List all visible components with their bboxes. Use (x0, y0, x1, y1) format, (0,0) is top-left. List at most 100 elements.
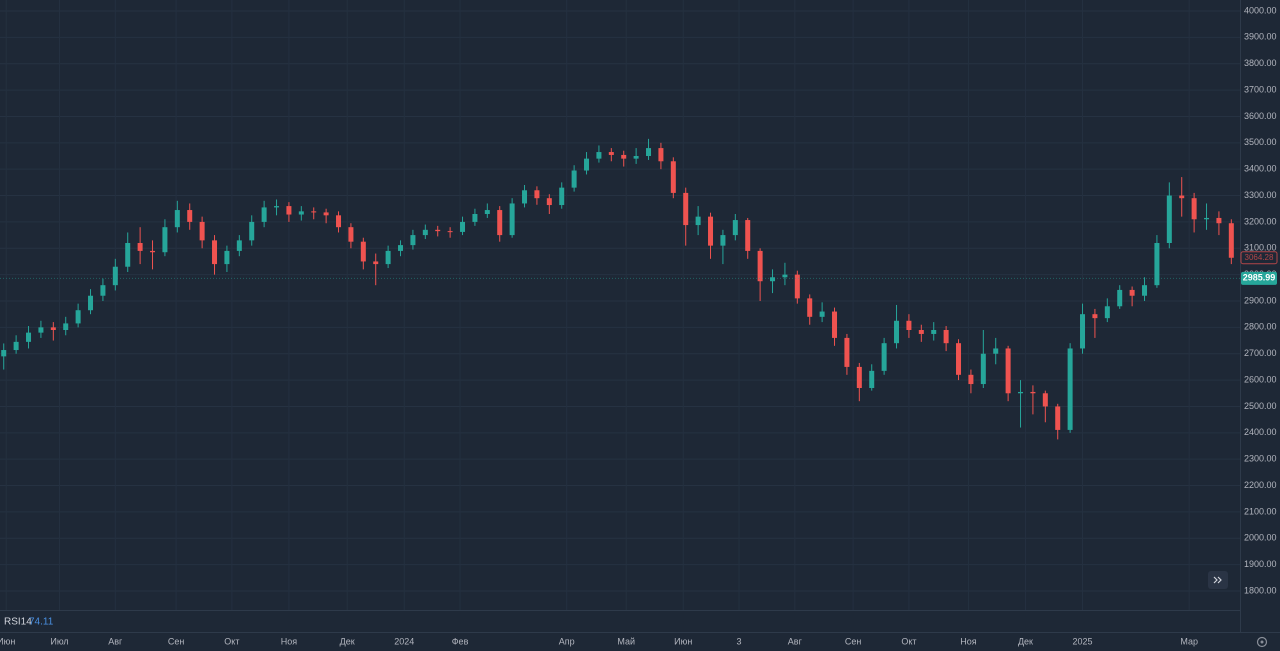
candle-body (906, 320, 912, 330)
candle-body (1055, 406, 1061, 430)
candle-body (782, 274, 788, 278)
x-tick-label: Мар (1180, 636, 1198, 646)
candle-body (894, 320, 900, 344)
x-tick-label: Сен (845, 636, 862, 646)
candle-body (100, 285, 106, 296)
candle-body (422, 229, 428, 236)
candle-body (1166, 195, 1172, 243)
candle-body (1191, 198, 1197, 220)
candle-body (162, 227, 168, 253)
candle-body (732, 220, 738, 236)
x-tick-label: Ноя (960, 636, 977, 646)
candle-body (1129, 289, 1135, 296)
settings-button[interactable] (1256, 636, 1268, 648)
candle-body (683, 192, 689, 226)
candle-body (1117, 289, 1123, 307)
candle-body (844, 337, 850, 367)
candle-body (236, 240, 242, 251)
candle-body (286, 206, 292, 215)
price-label: 2985.99 (1243, 273, 1276, 283)
candle-body (794, 274, 800, 299)
candle-body (348, 227, 354, 242)
candle-body (658, 148, 664, 162)
candle-body (274, 206, 280, 208)
scroll-button[interactable] (1208, 571, 1228, 589)
candle-body (336, 215, 342, 228)
last-close-label: 3064.28 (1245, 253, 1274, 262)
candle-body (869, 370, 875, 388)
candle-body (621, 154, 627, 159)
y-tick-label: 1800.00 (1244, 585, 1277, 595)
candle-body (249, 221, 255, 241)
y-tick-label: 4000.00 (1244, 5, 1277, 15)
x-tick-label: Дек (340, 636, 355, 646)
candle-body (311, 211, 317, 213)
y-tick-label: 2600.00 (1244, 374, 1277, 384)
y-tick-label: 3500.00 (1244, 137, 1277, 147)
candle-body (410, 235, 416, 246)
y-tick-label: 2100.00 (1244, 506, 1277, 516)
y-tick-label: 2800.00 (1244, 322, 1277, 332)
candle-body (757, 250, 763, 282)
candle-body (522, 190, 528, 204)
candle-body (38, 327, 44, 333)
candle-body (13, 341, 19, 351)
candle-body (373, 261, 379, 265)
candle-body (212, 240, 218, 265)
candle-body (150, 250, 156, 253)
candle-body (943, 330, 949, 344)
candle-body (125, 243, 131, 267)
candle-body (112, 266, 118, 286)
candle-body (88, 295, 94, 311)
x-tick-label: Сен (168, 636, 185, 646)
x-tick-label: 2024 (394, 636, 414, 646)
candle-body (856, 366, 862, 388)
y-tick-label: 2400.00 (1244, 427, 1277, 437)
x-tick-label: 2025 (1073, 636, 1093, 646)
y-tick-label: 3400.00 (1244, 164, 1277, 174)
y-tick-label: 2000.00 (1244, 533, 1277, 543)
x-tick-label: Дек (1018, 636, 1033, 646)
y-tick-label: 2900.00 (1244, 295, 1277, 305)
candle-body (770, 277, 776, 282)
price-label-box (1241, 271, 1277, 285)
candle-body (1179, 195, 1185, 199)
candle-body (63, 323, 69, 330)
candle-body (1, 350, 7, 357)
x-tick-label: Июн (0, 636, 15, 646)
candle-body (708, 216, 714, 246)
grid (0, 10, 1240, 592)
candle-body (1154, 243, 1160, 286)
candle-body (1080, 314, 1086, 349)
x-tick-label: Апр (559, 636, 575, 646)
candle-body (472, 214, 478, 222)
candle-body (75, 310, 81, 324)
candle-body (968, 374, 974, 385)
candle-body (571, 170, 577, 188)
candle-body (559, 187, 565, 206)
y-tick-label: 2200.00 (1244, 480, 1277, 490)
candle-body (224, 250, 230, 265)
x-tick-label: 3 (737, 636, 742, 646)
candle-body (261, 207, 267, 222)
candle-body (199, 221, 205, 241)
x-tick-label: Окт (901, 636, 916, 646)
candle-body (484, 210, 490, 214)
candle-body (187, 210, 193, 222)
candle-body (137, 243, 143, 251)
candle-body (360, 241, 366, 262)
x-tick-label: Ноя (281, 636, 298, 646)
candle-body (819, 311, 825, 317)
y-tick-label: 3200.00 (1244, 216, 1277, 226)
candle-body (695, 216, 701, 226)
x-tick-label: Май (617, 636, 635, 646)
candle-body (1067, 348, 1073, 430)
candle-body (670, 161, 676, 193)
candle-body (720, 235, 726, 246)
candle-body (174, 210, 180, 228)
indicator-value: 74.11 (29, 617, 54, 628)
candle-body (1042, 393, 1048, 407)
candle-body (1005, 348, 1011, 394)
